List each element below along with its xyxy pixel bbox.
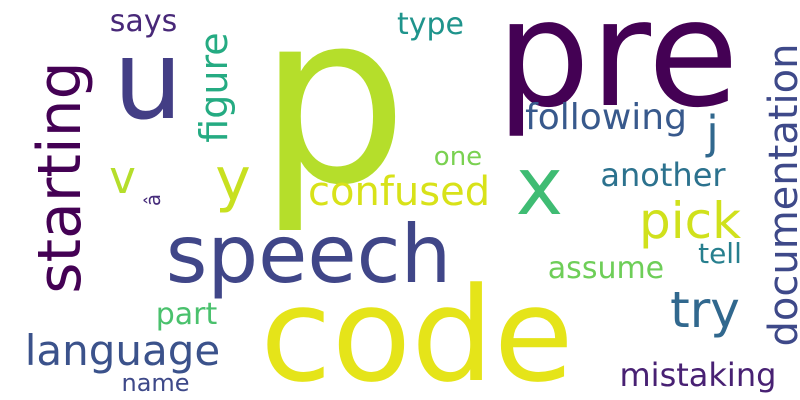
word-v: v xyxy=(109,151,136,204)
word-part: part xyxy=(155,297,218,332)
word-type: type xyxy=(397,7,465,42)
word-tell: tell xyxy=(698,237,742,270)
word-name: name xyxy=(121,369,190,397)
word-figure: figure xyxy=(192,32,236,143)
word-y: y xyxy=(215,145,251,215)
word-documentation: documentation xyxy=(761,43,800,347)
word-starting: starting xyxy=(25,61,95,294)
word-assume: assume xyxy=(547,251,665,286)
word-x: x xyxy=(515,140,564,233)
word-pick: pick xyxy=(639,192,742,250)
word-another: another xyxy=(600,156,726,194)
word-language: language xyxy=(24,326,221,375)
word-following: following xyxy=(525,97,687,138)
word-p: p xyxy=(258,0,408,237)
word-confused: confused xyxy=(308,169,491,215)
word-mistaking: mistaking xyxy=(619,356,777,394)
word-j: j xyxy=(706,106,719,159)
word-pre: pre xyxy=(496,0,739,140)
word-u: u xyxy=(113,16,183,144)
word-try: try xyxy=(670,281,740,339)
word-speech: speech xyxy=(165,208,452,301)
word-one: one xyxy=(433,142,483,172)
word-says: says xyxy=(109,4,178,39)
word-code: code xyxy=(260,259,574,400)
word-a-circumflex: â xyxy=(141,193,165,207)
